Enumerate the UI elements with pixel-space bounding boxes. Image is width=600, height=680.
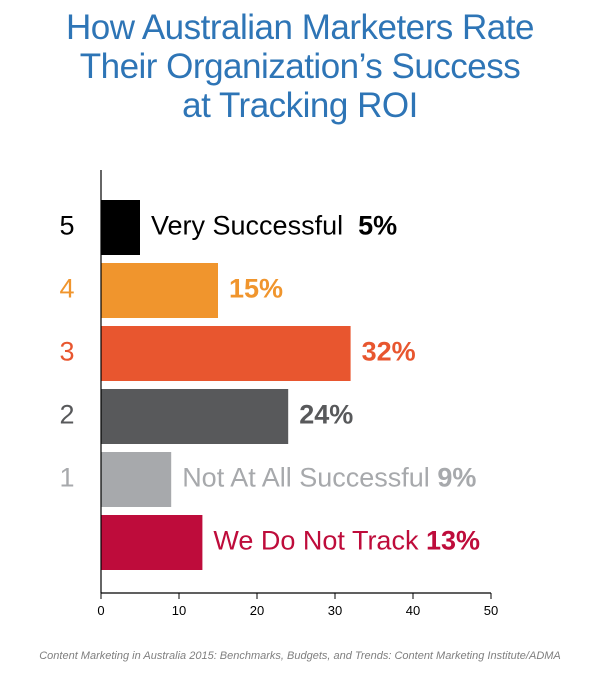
x-tick-label: 30 [328, 603, 342, 618]
chart-title: How Australian Marketers Rate Their Orga… [0, 8, 600, 125]
bar-label: Not At All Successful 9% [182, 463, 476, 493]
bar [101, 515, 203, 570]
x-tick-label: 20 [250, 603, 264, 618]
value-label: 5% [358, 211, 397, 241]
x-tick-label: 40 [406, 603, 420, 618]
chart-title-line: at Tracking ROI [182, 86, 418, 125]
chart-title-line: Their Organization’s Success [79, 47, 521, 86]
value-label: 24% [299, 400, 353, 430]
x-tick-label: 0 [97, 603, 104, 618]
value-label: 32% [362, 337, 416, 367]
category-label: 4 [59, 274, 74, 304]
value-label: 15% [229, 274, 283, 304]
bar [101, 200, 140, 255]
bar-annotation: Very Successful [151, 211, 351, 241]
category-label: 3 [59, 337, 74, 367]
x-tick-label: 50 [484, 603, 498, 618]
category-label: 2 [59, 400, 74, 430]
bar-label: 15% [229, 274, 283, 304]
source-note: Content Marketing in Australia 2015: Ben… [39, 650, 561, 662]
bar [101, 452, 172, 507]
bar [101, 389, 289, 444]
bar-label: Very Successful 5% [151, 211, 397, 241]
bar-annotation-gap [351, 211, 359, 241]
bar-label: 32% [362, 337, 416, 367]
bar-label: We Do Not Track 13% [213, 526, 480, 556]
bar-label: 24% [299, 400, 353, 430]
category-label: 1 [59, 463, 74, 493]
bar-chart: 5 Very Successful 5% 4 15% 3 32% 2 24% 1 Not At A… [59, 170, 498, 618]
value-label: 9% [437, 463, 476, 493]
bar [101, 263, 218, 318]
value-label: 13% [426, 526, 480, 556]
bar-annotation: We Do Not Track [213, 526, 426, 556]
bar-annotation: Not At All Successful [182, 463, 437, 493]
x-tick-label: 10 [172, 603, 186, 618]
bar [101, 326, 351, 381]
chart-title-line: How Australian Marketers Rate [66, 8, 534, 47]
category-label: 5 [59, 211, 74, 241]
